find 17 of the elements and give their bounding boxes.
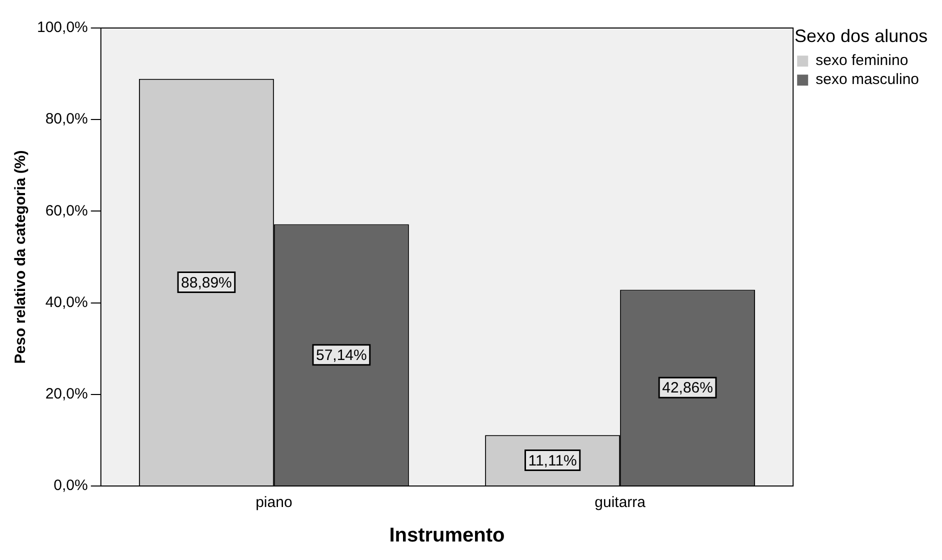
data-label: 11,11% [528, 452, 577, 470]
y-tick-label: 80,0% [45, 110, 88, 128]
x-axis-title: Instrumento [389, 524, 505, 547]
data-label: 88,89% [181, 274, 232, 292]
y-axis-title: Peso relativo da categoria (%) [12, 150, 30, 364]
x-tick-label: piano [256, 494, 292, 512]
y-tick-label: 100,0% [37, 19, 88, 36]
legend-title: Sexo dos alunos [794, 26, 928, 46]
data-label: 42,86% [662, 380, 713, 397]
x-tick-label: guitarra [594, 494, 646, 512]
y-tick-label: 60,0% [45, 202, 88, 220]
legend-label: sexo feminino [816, 52, 908, 70]
y-tick-label: 40,0% [45, 294, 88, 311]
y-tick-label: 0,0% [54, 477, 88, 494]
y-tick-label: 20,0% [45, 386, 88, 403]
data-label: 57,14% [316, 347, 367, 364]
legend-label: sexo masculino [816, 71, 920, 88]
